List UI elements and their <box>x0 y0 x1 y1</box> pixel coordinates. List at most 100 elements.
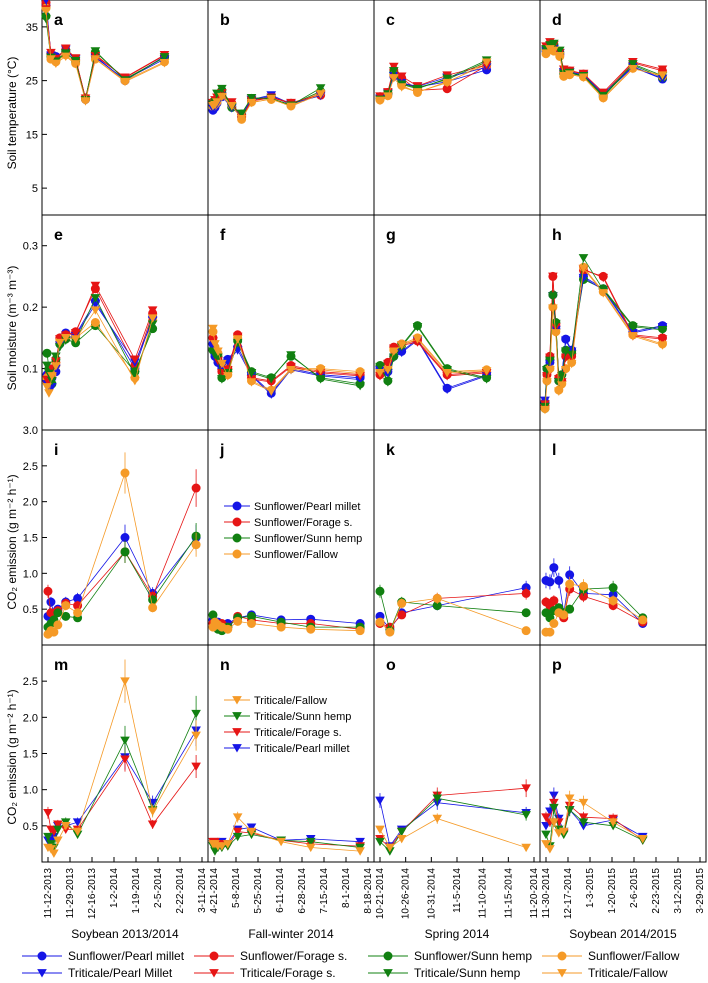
y-tick-label: 5 <box>32 183 38 195</box>
legend-marker <box>232 533 242 543</box>
data-point <box>578 818 589 827</box>
data-point <box>53 825 63 835</box>
y-tick-label: 2.0 <box>23 497 38 509</box>
data-point <box>397 598 407 608</box>
series-h-7 <box>540 264 668 415</box>
panel-frame-g <box>373 214 541 431</box>
data-point <box>521 588 531 598</box>
data-point <box>51 59 61 68</box>
data-point <box>396 341 407 350</box>
data-point <box>53 836 63 845</box>
data-point <box>51 357 61 366</box>
panel-letter-g: g <box>386 227 396 244</box>
y-tick-label: 0.1 <box>23 364 38 376</box>
panel-letter-i: i <box>54 442 58 459</box>
legend-label: Sunflower/Forage s. <box>240 949 347 963</box>
data-point <box>541 49 551 58</box>
panel-frame-h <box>539 214 707 431</box>
data-point <box>566 350 577 360</box>
data-point <box>442 74 452 84</box>
season-label: Fall-winter 2014 <box>248 927 334 941</box>
legend-label: Triticale/Sunn hemp <box>414 966 521 980</box>
data-point <box>375 586 385 596</box>
data-point <box>657 71 668 80</box>
data-point <box>628 322 638 332</box>
data-point <box>628 60 638 69</box>
panel-grid: a 5 15 25 35 b c d e 0.1 0.2 0.3 f g h i 0.5 1.0 1.5 2.0 2.5… <box>23 0 707 863</box>
data-point <box>598 273 609 283</box>
data-point <box>191 709 201 719</box>
data-point <box>578 254 589 263</box>
season-labels: Soybean 2013/2014 Fall-winter 2014 Spring … <box>71 927 677 941</box>
data-point <box>60 52 71 61</box>
data-point <box>217 842 227 851</box>
data-point <box>130 355 140 364</box>
data-point <box>49 627 59 637</box>
season-label: Spring 2014 <box>425 927 490 941</box>
data-point <box>286 365 296 375</box>
data-point <box>549 39 559 49</box>
data-point <box>521 811 531 820</box>
data-point <box>191 731 201 740</box>
data-point <box>236 109 247 118</box>
data-point <box>223 372 233 381</box>
legend-marker <box>209 951 219 961</box>
data-point <box>148 595 158 605</box>
x-tick-label: 1-19-2014 <box>131 868 142 914</box>
series-i-3 <box>43 452 201 639</box>
data-point <box>558 827 569 837</box>
panel-letter-n: n <box>220 657 230 674</box>
data-point <box>223 840 233 849</box>
series-b-2 <box>208 85 326 119</box>
data-point <box>551 319 561 329</box>
data-point <box>53 608 63 618</box>
panel-f: f <box>207 214 375 431</box>
series-n-1 <box>208 827 365 851</box>
data-point <box>120 547 130 557</box>
data-point <box>389 74 399 83</box>
data-point <box>657 335 668 344</box>
series-n-3 <box>208 811 365 856</box>
data-point <box>628 332 638 341</box>
data-point <box>375 96 385 106</box>
x-tick-label: 10-31-2014 <box>426 868 437 920</box>
data-point <box>51 352 61 361</box>
data-point <box>355 381 365 391</box>
data-point <box>232 832 243 842</box>
data-point <box>628 64 638 74</box>
data-point <box>44 389 54 398</box>
data-point <box>212 98 222 107</box>
data-point <box>60 821 71 831</box>
data-point <box>46 597 56 607</box>
data-point <box>396 348 407 358</box>
data-point <box>545 845 555 854</box>
data-point <box>60 44 71 53</box>
legend-label: Sunflower/Forage s. <box>254 517 352 529</box>
y-tick-label: 3.0 <box>23 425 38 437</box>
data-point <box>383 365 393 375</box>
data-point <box>236 114 247 124</box>
y-tick-label: 2.5 <box>23 461 38 473</box>
bottom-legend-item: Sunflower/Sunn hemp <box>368 949 532 963</box>
x-tick-label: 11-30-2014 <box>541 868 552 919</box>
y-tick-label: 25 <box>26 76 38 88</box>
data-point <box>375 837 385 847</box>
panel-frame-a <box>41 0 209 216</box>
data-point <box>246 827 257 837</box>
data-point <box>233 616 243 626</box>
data-point <box>598 94 609 103</box>
data-point <box>549 619 559 628</box>
series-p-2 <box>541 801 648 851</box>
data-point <box>232 827 243 837</box>
data-point <box>564 70 575 79</box>
data-point <box>389 62 399 72</box>
data-point <box>412 322 423 332</box>
data-point <box>70 335 81 344</box>
data-point <box>147 807 158 816</box>
data-point <box>305 837 316 847</box>
data-point <box>212 89 222 99</box>
x-tick-label: 5-25-2014 <box>253 868 264 914</box>
data-point <box>232 813 243 822</box>
x-tick-label: 12-17-2014 <box>563 868 574 920</box>
data-point <box>565 579 575 589</box>
